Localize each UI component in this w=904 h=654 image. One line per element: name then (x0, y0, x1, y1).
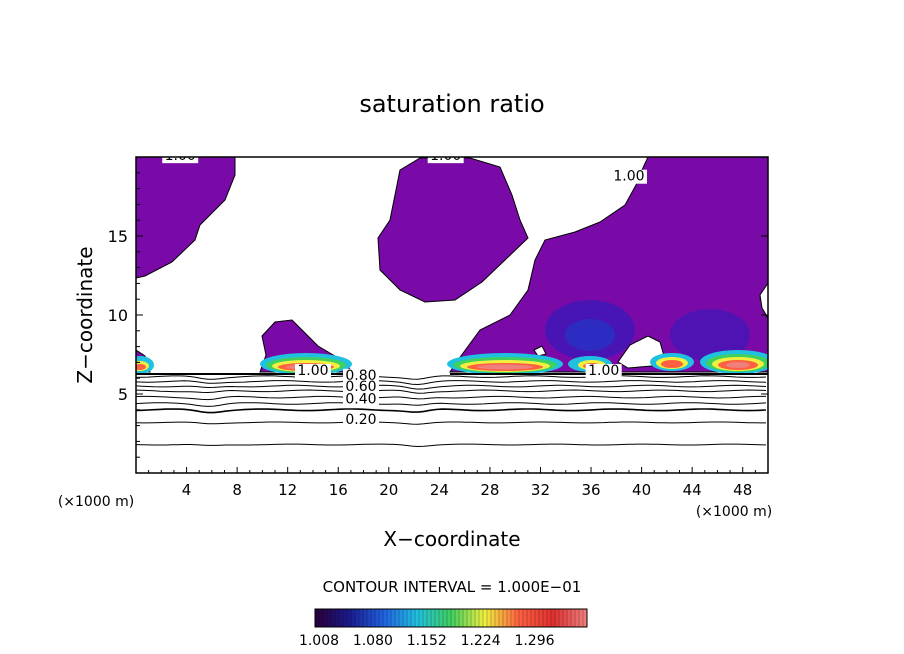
contour-label-bg (342, 368, 379, 383)
contour-label-bg (585, 364, 622, 379)
colorbar-label: 1.080 (353, 633, 393, 649)
x-unit-left: (×1000 m) (58, 494, 134, 510)
colorbar-ticks (314, 609, 588, 627)
cloud-band-25-36 (447, 353, 612, 375)
contour-label-bg (342, 379, 379, 394)
x-tick-label: 24 (430, 481, 449, 499)
contour-label-bg (294, 364, 331, 379)
contour-line (136, 389, 767, 394)
deep-core-2 (670, 309, 750, 361)
saturation-region-top-left (136, 157, 236, 279)
colorbar-labels: 1.008 1.080 1.152 1.224 1.296 (299, 633, 555, 649)
contour-lines (136, 375, 767, 448)
y-axis: 5 10 15 (108, 172, 768, 458)
contour-label: 1.00 (430, 148, 461, 164)
contour-label: 1.00 (297, 363, 328, 379)
unsaturated-hole-3 (533, 345, 547, 357)
contour-label: 1.00 (588, 363, 619, 379)
contour-line (136, 395, 766, 401)
x-tick-label: 20 (379, 481, 398, 499)
contour-line (136, 408, 767, 414)
contour-line (136, 380, 767, 386)
y-tick-label: 5 (118, 385, 128, 404)
contour-label: 0.40 (345, 391, 376, 407)
contour-label-bg (610, 169, 647, 184)
contour-label: 0.80 (345, 368, 376, 384)
cloud-band-42-44 (650, 353, 694, 371)
contour-label-bg (427, 157, 464, 164)
contour-line (136, 443, 767, 448)
contour-line (136, 384, 767, 390)
deep-core-3 (565, 319, 615, 351)
y-tick-label: 15 (108, 227, 128, 246)
contour-label-bg (162, 157, 199, 164)
x-tick-label: 4 (182, 481, 192, 499)
chart-title: saturation ratio (359, 90, 544, 118)
y-axis-label: Z−coordinate (73, 246, 97, 383)
x-axis-label: X−coordinate (383, 527, 520, 551)
colorbar-label: 1.008 (299, 633, 339, 649)
x-axis: 4 8 12 16 20 24 28 32 36 40 44 48 (148, 467, 756, 499)
plot-area: 1.00 1.00 1.00 1.00 1.00 0.800.600.40 0.20 (136, 148, 768, 448)
x-tick-label: 16 (329, 481, 348, 499)
contour-label: 0.60 (345, 379, 376, 395)
contour-labels: 1.00 1.00 1.00 1.00 1.00 0.800.600.40 0.20 (162, 148, 647, 428)
y-tick-label: 10 (108, 306, 128, 325)
contour-label: 1.00 (613, 169, 644, 185)
contour-label: 1.00 (165, 148, 196, 164)
x-tick-label: 36 (581, 481, 600, 499)
x-tick-label: 12 (278, 481, 297, 499)
contour-label: 0.20 (345, 412, 376, 428)
x-tick-label: 32 (531, 481, 550, 499)
contour-label-bg (342, 413, 379, 428)
x-tick-label: 40 (632, 481, 651, 499)
x-unit-right: (×1000 m) (696, 504, 772, 520)
contour-line (136, 421, 766, 425)
x-tick-label: 8 (232, 481, 242, 499)
cloud-band-left (136, 356, 154, 374)
contour-interval-text: CONTOUR INTERVAL = 1.000E−01 (323, 578, 582, 596)
contour-line (136, 375, 767, 380)
contour-line (136, 402, 767, 407)
colorbar-label: 1.224 (461, 633, 501, 649)
unsaturated-hole-2 (759, 282, 768, 319)
saturation-region-top-center (377, 157, 529, 303)
cloud-band-46-50 (700, 350, 768, 374)
x-tick-label: 48 (733, 481, 752, 499)
colorbar-label: 1.152 (407, 633, 447, 649)
x-tick-label: 28 (480, 481, 499, 499)
x-tick-label: 44 (683, 481, 702, 499)
contour-label-bg (342, 392, 379, 407)
colorbar-label: 1.296 (514, 633, 554, 649)
